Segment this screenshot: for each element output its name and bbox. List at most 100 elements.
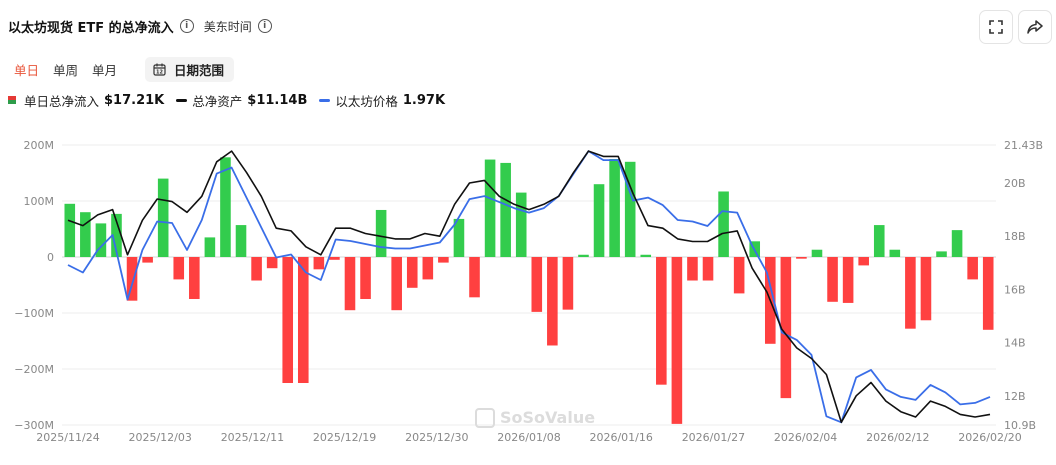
outflow-bar[interactable]	[422, 257, 434, 280]
outflow-bar[interactable]	[282, 257, 294, 383]
x-axis-tick: 2026/01/16	[589, 431, 652, 444]
outflow-bar[interactable]	[671, 257, 683, 424]
inflow-bar[interactable]	[624, 161, 636, 257]
inflow-bar[interactable]	[64, 203, 76, 257]
outflow-bar[interactable]	[189, 257, 200, 299]
inflow-bar[interactable]	[889, 249, 901, 257]
inflow-bar[interactable]	[80, 212, 91, 257]
legend-daily-inflow[interactable]: 单日总净流入 $17.21K	[8, 91, 164, 110]
left-axis-tick: 100M	[24, 195, 55, 208]
outflow-bar[interactable]	[173, 257, 185, 280]
right-axis-tick: 12B	[1004, 390, 1026, 403]
outflow-bar[interactable]	[780, 257, 792, 399]
outflow-bar[interactable]	[344, 257, 356, 311]
outflow-bar[interactable]	[796, 257, 807, 259]
legend-assets-swatch	[176, 98, 188, 102]
inflow-bar[interactable]	[157, 178, 169, 257]
info-icon[interactable]: i	[179, 19, 194, 33]
timezone-info-icon[interactable]: i	[257, 19, 272, 33]
outflow-bar[interactable]	[391, 257, 402, 311]
date-range-button[interactable]: 12 日期范围	[145, 56, 235, 82]
inflow-bar[interactable]	[578, 254, 589, 257]
outflow-bar[interactable]	[920, 257, 932, 321]
total-net-assets-line[interactable]	[67, 150, 991, 424]
right-axis-tick: 20B	[1004, 177, 1026, 190]
tab-weekly[interactable]: 单周	[53, 62, 79, 78]
share-icon	[1027, 20, 1043, 34]
x-axis-tick: 2025/12/03	[128, 431, 191, 444]
left-axis-tick: 200M	[24, 139, 55, 152]
outflow-bar[interactable]	[126, 257, 138, 301]
inflow-bar[interactable]	[453, 218, 465, 257]
x-axis-tick: 2025/12/19	[313, 431, 376, 444]
inflow-bar[interactable]	[718, 191, 729, 257]
legend-eth-price[interactable]: 以太坊价格 1.97K	[319, 91, 445, 110]
tab-daily[interactable]: 单日	[14, 62, 40, 78]
outflow-bar[interactable]	[297, 257, 309, 383]
outflow-bar[interactable]	[266, 257, 278, 269]
inflow-bar[interactable]	[593, 184, 605, 257]
x-axis-tick: 2026/01/08	[497, 431, 560, 444]
eth-price-line[interactable]	[67, 150, 991, 424]
outflow-bar[interactable]	[982, 257, 994, 330]
right-axis-tick: 21.43B	[1004, 139, 1043, 152]
outflow-bar[interactable]	[360, 257, 371, 299]
inflow-bar[interactable]	[500, 162, 511, 257]
outflow-bar[interactable]	[329, 257, 340, 260]
fullscreen-button[interactable]	[979, 10, 1013, 44]
inflow-bar[interactable]	[515, 192, 527, 257]
x-axis-tick: 2026/02/04	[774, 431, 837, 444]
inflow-bar[interactable]	[873, 225, 885, 257]
inflow-bar[interactable]	[375, 209, 387, 257]
outflow-bar[interactable]	[687, 257, 698, 281]
timezone-label: 美东时间	[203, 19, 252, 34]
period-tabs: 单日 单周 单月 12 日期范围	[8, 56, 235, 82]
outflow-bar[interactable]	[313, 257, 325, 270]
inflow-bar[interactable]	[204, 237, 216, 257]
outflow-bar[interactable]	[905, 257, 916, 329]
outflow-bar[interactable]	[251, 257, 262, 281]
outflow-bar[interactable]	[438, 257, 449, 263]
inflow-bar[interactable]	[936, 251, 947, 257]
right-axis-tick: 18B	[1004, 230, 1026, 243]
outflow-bar[interactable]	[702, 257, 714, 281]
tab-monthly[interactable]: 单月	[92, 62, 118, 78]
left-axis-tick: −300M	[14, 419, 54, 432]
watermark-text: SoSoValue	[500, 408, 595, 427]
outflow-bar[interactable]	[469, 257, 480, 298]
legend-inflow-swatch	[8, 96, 16, 104]
inflow-bar[interactable]	[609, 159, 620, 257]
legend-price-swatch	[319, 98, 331, 102]
inflow-bar[interactable]	[811, 249, 823, 257]
chart-header: 以太坊现货 ETF 的总净流入 i 美东时间 i	[8, 14, 282, 38]
outflow-bar[interactable]	[531, 257, 543, 312]
inflow-bar[interactable]	[640, 254, 652, 257]
legend-assets-value: $11.14B	[247, 92, 308, 108]
inflow-bar[interactable]	[235, 225, 247, 257]
outflow-bar[interactable]	[562, 257, 574, 310]
outflow-bar[interactable]	[547, 257, 558, 346]
outflow-bar[interactable]	[406, 257, 418, 288]
legend-total-assets[interactable]: 总净资产 $11.14B	[176, 91, 307, 110]
calendar-icon: 12	[153, 63, 166, 76]
inflow-bar[interactable]	[951, 230, 963, 257]
inflow-bar[interactable]	[484, 159, 496, 257]
share-button[interactable]	[1018, 10, 1052, 44]
inflow-bar[interactable]	[111, 213, 122, 257]
outflow-bar[interactable]	[967, 257, 978, 280]
inflow-bar[interactable]	[95, 223, 107, 257]
legend-assets-label: 总净资产	[192, 93, 243, 109]
outflow-bar[interactable]	[656, 257, 667, 385]
right-axis-tick: 14B	[1004, 337, 1026, 350]
outflow-bar[interactable]	[842, 257, 854, 303]
outflow-bar[interactable]	[733, 257, 745, 294]
outflow-bar[interactable]	[858, 257, 869, 266]
outflow-bar[interactable]	[142, 257, 153, 263]
left-axis-tick: −100M	[14, 307, 54, 320]
outflow-bar[interactable]	[827, 257, 838, 302]
legend: 单日总净流入 $17.21K 总净资产 $11.14B 以太坊价格 1.97K	[8, 90, 457, 110]
svg-text:12: 12	[156, 69, 163, 75]
inflow-bar[interactable]	[220, 157, 231, 257]
x-axis-tick: 2025/12/30	[405, 431, 468, 444]
